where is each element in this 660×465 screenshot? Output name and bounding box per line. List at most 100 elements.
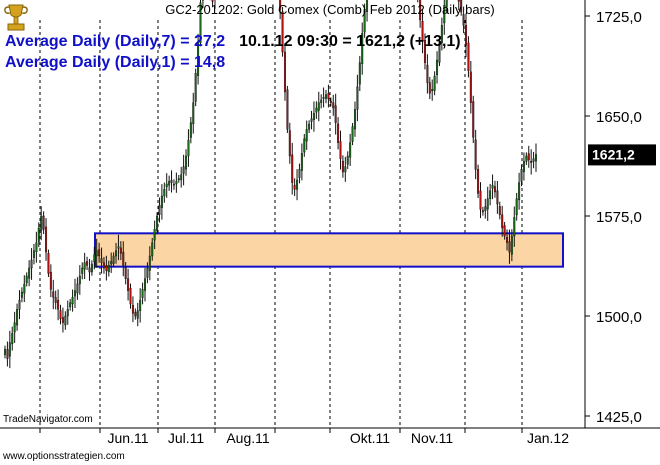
candle-up	[197, 42, 200, 76]
candle-down	[472, 101, 475, 138]
candle-up	[296, 179, 299, 190]
candle-down	[421, 21, 424, 42]
candle-up	[525, 155, 528, 162]
candle-up	[353, 109, 356, 130]
candle-up	[440, 25, 443, 43]
candle-up	[513, 217, 516, 237]
candle-up	[30, 259, 33, 269]
candle-up	[156, 215, 159, 231]
candle-up	[141, 289, 144, 298]
candle-up	[535, 154, 538, 162]
candle-down	[481, 210, 484, 213]
candle-up	[317, 102, 320, 111]
candle-down	[527, 153, 530, 161]
candlestick-series	[3, 0, 538, 369]
candle-down	[6, 349, 9, 359]
candle-up	[35, 242, 38, 253]
candle-up	[515, 198, 518, 216]
last-price-marker: 1621,2	[588, 144, 656, 166]
credit-label: TradeNavigator.com	[3, 414, 93, 425]
y-tick-label: 1500,0	[596, 309, 642, 326]
y-tick-label: 1725,0	[596, 9, 642, 26]
candle-up	[8, 342, 11, 357]
support-zone	[94, 232, 564, 268]
quote-label: 10.1.12 09:30 = 1621,2 (+13,1)	[239, 33, 461, 50]
candle-up	[107, 265, 110, 273]
candle-up	[146, 267, 149, 278]
candle-down	[337, 123, 340, 143]
candle-up	[153, 229, 156, 241]
candle-up	[436, 59, 439, 76]
candle-down	[460, 0, 463, 13]
legend-line-2: Average Daily (Daily,1) = 14,8	[5, 54, 225, 72]
candle-up	[25, 275, 28, 283]
candle-down	[54, 297, 57, 303]
candle-up	[28, 267, 31, 279]
candle-down	[498, 206, 501, 215]
candle-up	[194, 73, 197, 102]
candle-down	[327, 93, 330, 99]
indicator-label-7: Average Daily (Daily,7) = 27,2	[5, 33, 226, 50]
candle-down	[341, 160, 344, 173]
candle-down	[419, 0, 422, 21]
candle-up	[73, 290, 76, 297]
candle-up	[112, 255, 115, 264]
candle-up	[32, 250, 35, 258]
candle-down	[170, 179, 173, 183]
candle-up	[322, 97, 325, 99]
x-tick-label: Jul.11	[168, 430, 205, 446]
candle-up	[78, 275, 81, 285]
candle-up	[484, 206, 487, 212]
candle-up	[90, 263, 93, 273]
candle-up	[312, 113, 315, 121]
candle-up	[366, 0, 369, 12]
last-price-box	[588, 144, 656, 166]
candle-up	[433, 75, 436, 91]
candle-down	[479, 190, 482, 210]
candle-down	[124, 267, 127, 279]
candle-up	[298, 169, 301, 178]
candle-down	[465, 25, 468, 46]
candle-up	[438, 42, 441, 63]
candle-up	[199, 2, 202, 43]
candle-up	[18, 299, 21, 310]
candle-down	[57, 300, 60, 310]
candle-up	[40, 215, 43, 231]
candle-up	[148, 255, 151, 271]
candle-down	[428, 82, 431, 94]
candle-down	[288, 130, 291, 157]
candle-up	[151, 242, 154, 257]
candle-up	[189, 122, 192, 138]
candle-up	[303, 138, 306, 153]
candle-up	[71, 297, 74, 305]
candle-down	[423, 39, 426, 63]
candle-up	[325, 94, 328, 99]
candle-up	[139, 299, 142, 311]
candle-up	[13, 322, 16, 333]
candle-up	[346, 155, 349, 165]
candle-up	[361, 33, 364, 65]
candle-up	[180, 174, 183, 181]
candle-down	[530, 160, 533, 163]
candle-up	[320, 99, 323, 103]
candle-down	[59, 310, 62, 319]
candle-down	[474, 139, 477, 170]
candle-down	[469, 71, 472, 103]
candle-up	[489, 190, 492, 199]
candle-down	[42, 215, 45, 230]
candle-up	[64, 315, 67, 326]
candle-up	[491, 185, 494, 189]
candle-up	[363, 9, 366, 33]
candle-down	[49, 271, 52, 290]
candle-down	[47, 252, 50, 274]
candle-down	[127, 278, 130, 291]
y-tick-label: 1425,0	[596, 409, 642, 426]
candle-down	[291, 154, 294, 183]
candle-up	[510, 235, 513, 255]
candle-up	[158, 205, 161, 215]
candle-down	[45, 226, 48, 253]
candle-up	[344, 166, 347, 173]
candle-up	[182, 166, 185, 174]
candle-up	[187, 139, 190, 157]
